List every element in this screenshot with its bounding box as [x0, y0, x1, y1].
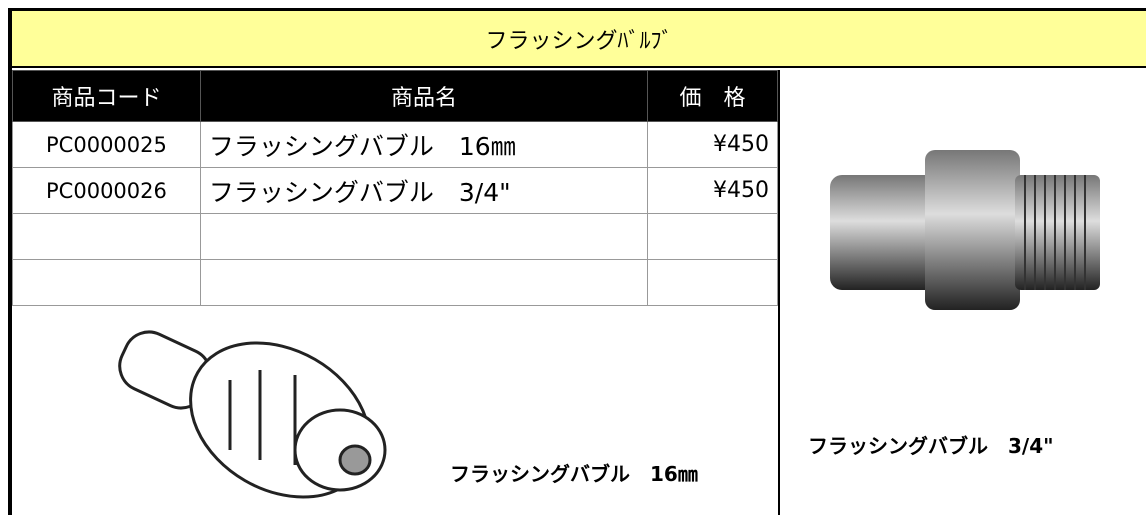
header-row: 商品コード 商品名 価 格: [12, 70, 778, 122]
column-header: 商品コード: [12, 70, 201, 122]
row: PC0000026 フラッシングバブル 3/4" ¥450: [12, 167, 778, 214]
row: PC0000025 フラッシングバブル 16㎜ ¥450: [12, 121, 778, 168]
price: ¥450: [647, 121, 778, 168]
column-header: 価 格: [647, 70, 778, 122]
empty-row: [12, 259, 778, 306]
code: PC0000025: [12, 121, 201, 168]
product-name: フラッシングバブル 16㎜: [199, 121, 649, 168]
price: ¥450: [647, 167, 778, 214]
product-name: フラッシングバブル 3/4": [199, 167, 649, 214]
column-header: 商品名: [199, 70, 649, 122]
caption: フラッシングバブル 3/4": [808, 434, 1054, 458]
code: PC0000026: [12, 167, 201, 214]
product-table: 商品コード 商品名 価 格 PC0000025 フラッシングバブル 16㎜ ¥4…: [12, 70, 778, 306]
title: フラッシングﾊﾞﾙﾌﾞ: [485, 28, 673, 54]
title-bar: フラッシングﾊﾞﾙﾌﾞ: [12, 11, 1146, 68]
frame: [8, 8, 1146, 515]
caption: フラッシングバブル 16㎜: [450, 462, 698, 486]
product-image-16mm: [118, 330, 387, 499]
product-image-3-4: [830, 150, 1100, 310]
divider: [778, 70, 780, 515]
empty-row: [12, 213, 778, 260]
